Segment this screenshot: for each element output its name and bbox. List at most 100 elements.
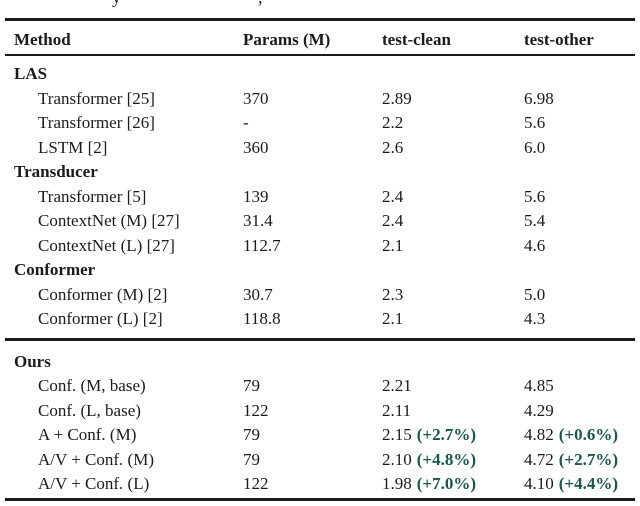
section-header: Ours	[14, 351, 51, 371]
test-clean-cell: 2.4	[376, 209, 518, 234]
table-row: Conformer (L) [2] 118.8 2.1 4.3	[8, 307, 632, 332]
method-cell: Transformer [5]	[38, 186, 147, 206]
test-other-cell: 4.10 (+4.4%)	[518, 472, 632, 497]
relative-improvement: (+7.0%)	[416, 474, 477, 494]
method-cell: A/V + Conf. (L)	[38, 474, 150, 494]
test-other-cell: 4.29	[518, 399, 632, 424]
test-clean-cell: 2.15 (+2.7%)	[376, 423, 518, 448]
params-cell: 79	[243, 425, 260, 445]
test-other-cell: 5.4	[518, 209, 632, 234]
wer-value: 2.1	[382, 235, 404, 255]
method-cell: A/V + Conf. (M)	[38, 449, 154, 469]
wer-value: 2.15	[382, 425, 412, 445]
section-header-row: Conformer	[8, 258, 632, 283]
params-cell: 370	[243, 88, 269, 108]
relative-improvement: (+2.7%)	[416, 425, 477, 445]
table-row: Transformer [25] 370 2.89 6.98	[8, 87, 632, 112]
test-clean-cell: 2.3	[376, 283, 518, 308]
method-cell: A + Conf. (M)	[38, 425, 137, 445]
method-cell: Conf. (L, base)	[38, 400, 141, 420]
wer-value: 5.6	[524, 113, 546, 133]
test-clean-cell: 2.1	[376, 307, 518, 332]
table-row: A/V + Conf. (M) 79 2.10 (+4.8%) 4.72 (+2.7%)	[8, 448, 632, 473]
test-other-cell: 4.85	[518, 374, 632, 399]
method-cell: LSTM [2]	[38, 137, 108, 157]
test-other-cell: 4.6	[518, 234, 632, 259]
test-clean-cell: 2.89	[376, 87, 518, 112]
method-cell: Conformer (M) [2]	[38, 284, 168, 304]
wer-value: 4.72	[524, 449, 554, 469]
test-other-cell: 5.0	[518, 283, 632, 308]
params-cell: 79	[243, 376, 260, 396]
params-cell: 31.4	[243, 211, 273, 231]
relative-improvement: (+0.6%)	[558, 425, 619, 445]
table-row: A/V + Conf. (L) 122 1.98 (+7.0%) 4.10 (+4.4%)	[8, 472, 632, 497]
column-header-method: Method	[14, 30, 71, 49]
test-other-cell: 4.82 (+0.6%)	[518, 423, 632, 448]
table-row: ContextNet (L) [27] 112.7 2.1 4.6	[8, 234, 632, 259]
relative-improvement: (+4.4%)	[558, 474, 619, 494]
test-clean-cell: 2.2	[376, 111, 518, 136]
table-row: Conformer (M) [2] 30.7 2.3 5.0	[8, 283, 632, 308]
wer-value: 5.4	[524, 211, 546, 231]
caption-clipped-text: y	[112, 0, 121, 8]
table-top-rule	[5, 18, 635, 21]
wer-value: 2.4	[382, 186, 404, 206]
table-bottom-rule	[5, 498, 635, 502]
wer-value: 2.6	[382, 137, 404, 157]
table-row: A + Conf. (M) 79 2.15 (+2.7%) 4.82 (+0.6%)	[8, 423, 632, 448]
method-cell: Transformer [25]	[38, 88, 155, 108]
params-cell: 79	[243, 449, 260, 469]
wer-value: 4.29	[524, 400, 554, 420]
params-cell: 139	[243, 186, 269, 206]
wer-value: 2.2	[382, 113, 404, 133]
wer-value: 4.85	[524, 376, 554, 396]
params-cell: 122	[243, 400, 269, 420]
params-cell: 112.7	[243, 235, 281, 255]
relative-improvement: (+2.7%)	[558, 449, 619, 469]
test-other-cell: 5.6	[518, 185, 632, 210]
wer-value: 2.21	[382, 376, 412, 396]
test-clean-cell: 2.1	[376, 234, 518, 259]
params-cell: 122	[243, 474, 269, 494]
section-header-row: Ours	[8, 350, 632, 375]
test-clean-cell: 2.10 (+4.8%)	[376, 448, 518, 473]
wer-value: 6.98	[524, 88, 554, 108]
wer-value: 4.6	[524, 235, 546, 255]
section-header-row: LAS	[8, 62, 632, 87]
caption-clipped-text: ,	[258, 0, 263, 8]
test-other-cell: 5.6	[518, 111, 632, 136]
column-header-test-other: test-other	[524, 30, 594, 49]
params-cell: 30.7	[243, 284, 273, 304]
test-other-cell: 6.98	[518, 87, 632, 112]
table-row: Transformer [26] - 2.2 5.6	[8, 111, 632, 136]
table-row: Transformer [5] 139 2.4 5.6	[8, 185, 632, 210]
test-clean-cell: 1.98 (+7.0%)	[376, 472, 518, 497]
wer-value: 4.82	[524, 425, 554, 445]
wer-value: 4.10	[524, 474, 554, 494]
column-header-params: Params (M)	[243, 30, 331, 49]
method-cell: Conf. (M, base)	[38, 376, 146, 396]
section-divider-rule	[5, 338, 635, 341]
method-cell: ContextNet (L) [27]	[38, 235, 175, 255]
test-other-cell: 4.3	[518, 307, 632, 332]
test-clean-cell: 2.4	[376, 185, 518, 210]
test-other-cell: 4.72 (+2.7%)	[518, 448, 632, 473]
method-cell: Transformer [26]	[38, 113, 155, 133]
section-header-row: Transducer	[8, 160, 632, 185]
wer-value: 2.11	[382, 400, 412, 420]
column-header-test-clean: test-clean	[382, 30, 451, 49]
params-cell: 118.8	[243, 309, 281, 329]
section-header: Transducer	[14, 162, 98, 182]
table-row: LSTM [2] 360 2.6 6.0	[8, 136, 632, 161]
test-clean-cell: 2.21	[376, 374, 518, 399]
wer-value: 5.6	[524, 186, 546, 206]
wer-value: 2.10	[382, 449, 412, 469]
wer-value: 1.98	[382, 474, 412, 494]
section-header: Conformer	[14, 260, 96, 280]
params-cell: 360	[243, 137, 269, 157]
table-body: LAS Transformer [25] 370 2.89 6.98 Transforme…	[5, 62, 635, 497]
wer-value: 2.1	[382, 309, 404, 329]
wer-value: 6.0	[524, 137, 546, 157]
